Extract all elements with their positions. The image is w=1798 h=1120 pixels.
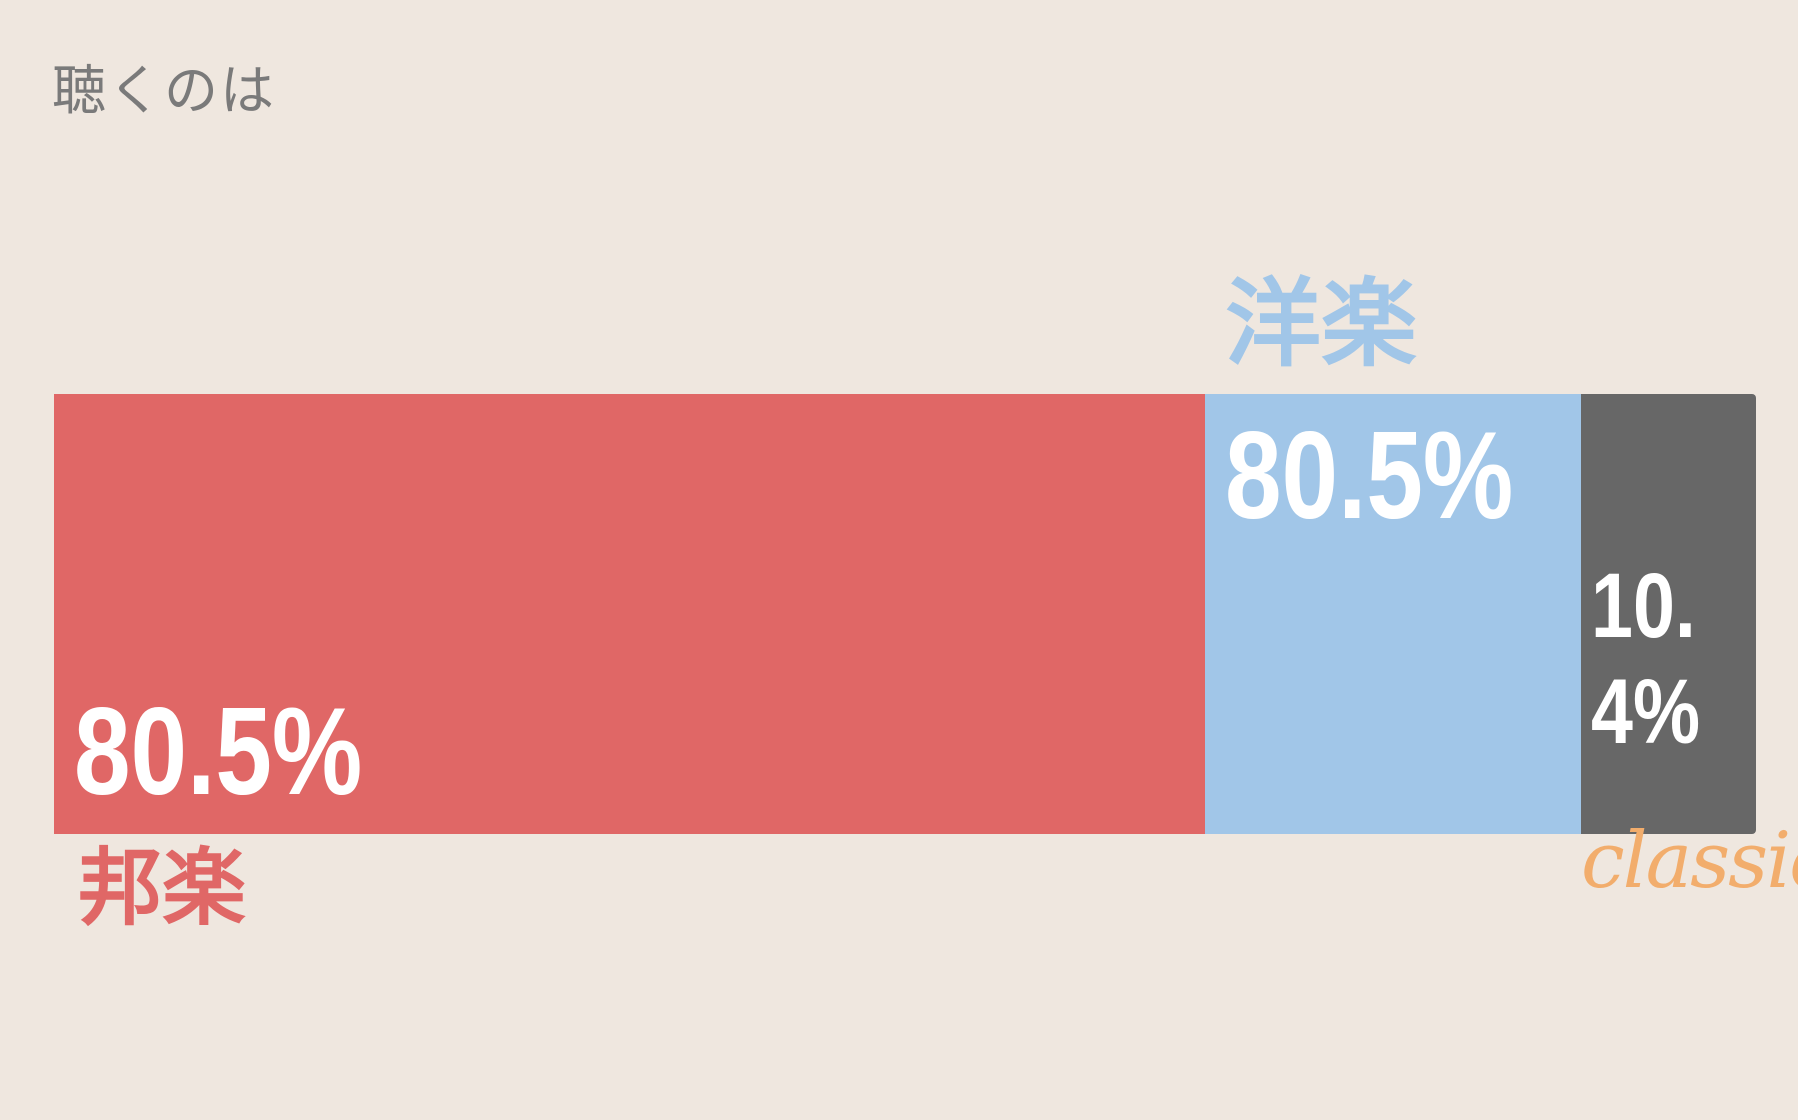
segment-value-label: 80.5% xyxy=(74,683,363,821)
segment-value-label: 10.4% xyxy=(1591,555,1701,763)
bar-segment-2: 80.5% 洋楽 xyxy=(1205,276,1581,834)
segment-category-label: 洋楽 xyxy=(1225,267,1417,380)
segment-category-label: 邦楽 xyxy=(78,838,247,937)
segment-value-label: 80.5% xyxy=(1225,407,1514,545)
bar-segment-3: 10.4%classic xyxy=(1581,394,1798,900)
segment-category-label: classic xyxy=(1581,816,1798,906)
bar-segment-1: 80.5% 邦楽 xyxy=(54,394,1205,930)
chart-title: 聴くのは xyxy=(52,59,276,122)
